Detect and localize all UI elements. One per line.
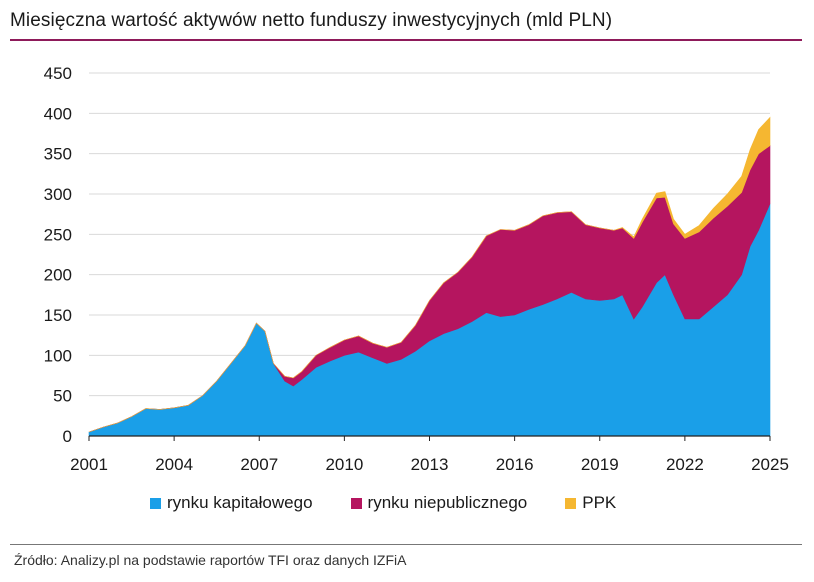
legend-item-1: rynku kapitałowego bbox=[150, 493, 313, 513]
legend-label: PPK bbox=[582, 493, 617, 512]
legend-label: rynku niepublicznego bbox=[367, 493, 528, 512]
y-tick-label: 250 bbox=[44, 225, 72, 244]
area-series bbox=[88, 116, 771, 437]
y-tick-label: 400 bbox=[44, 104, 72, 123]
y-tick-label: 450 bbox=[44, 64, 72, 83]
x-tick-label: 2004 bbox=[155, 455, 193, 474]
x-axis-ticks: 2001 2004 2007 2010 2013 2016 2019 2022 2025 bbox=[70, 455, 789, 474]
legend: rynku kapitałowego rynku niepublicznego PP… bbox=[150, 493, 654, 513]
x-tick-label: 2007 bbox=[240, 455, 278, 474]
source-note: Źródło: Analizy.pl na podstawie raportów… bbox=[14, 552, 407, 568]
x-tick-label: 2022 bbox=[666, 455, 704, 474]
y-tick-label: 350 bbox=[44, 145, 72, 164]
x-tick-label: 2013 bbox=[411, 455, 449, 474]
legend-swatch bbox=[350, 497, 362, 509]
legend-label: rynku kapitałowego bbox=[167, 493, 313, 512]
legend-item-3: PPK bbox=[565, 493, 616, 513]
legend-swatch bbox=[150, 497, 161, 509]
y-axis-ticks: 0 50 100 150 200 250 300 350 400 450 bbox=[44, 64, 72, 446]
x-tick-label: 2001 bbox=[70, 455, 108, 474]
chart-title: Miesięczna wartość aktywów netto fundusz… bbox=[10, 10, 613, 31]
y-tick-label: 0 bbox=[63, 427, 72, 446]
y-tick-label: 200 bbox=[44, 266, 72, 285]
x-tick-label: 2010 bbox=[325, 455, 363, 474]
x-tick-label: 2019 bbox=[581, 455, 619, 474]
y-tick-label: 300 bbox=[44, 185, 72, 204]
y-tick-label: 150 bbox=[44, 306, 72, 325]
y-tick-label: 50 bbox=[53, 387, 72, 406]
legend-item-2: rynku niepublicznego bbox=[350, 493, 528, 513]
x-tick-label: 2016 bbox=[496, 455, 534, 474]
area-series-3 bbox=[88, 116, 771, 433]
title-divider bbox=[10, 39, 802, 41]
source-divider bbox=[10, 544, 802, 545]
x-tick-label: 2025 bbox=[751, 455, 789, 474]
legend-swatch bbox=[565, 497, 577, 509]
x-axis bbox=[88, 435, 771, 441]
y-tick-label: 100 bbox=[44, 346, 72, 365]
